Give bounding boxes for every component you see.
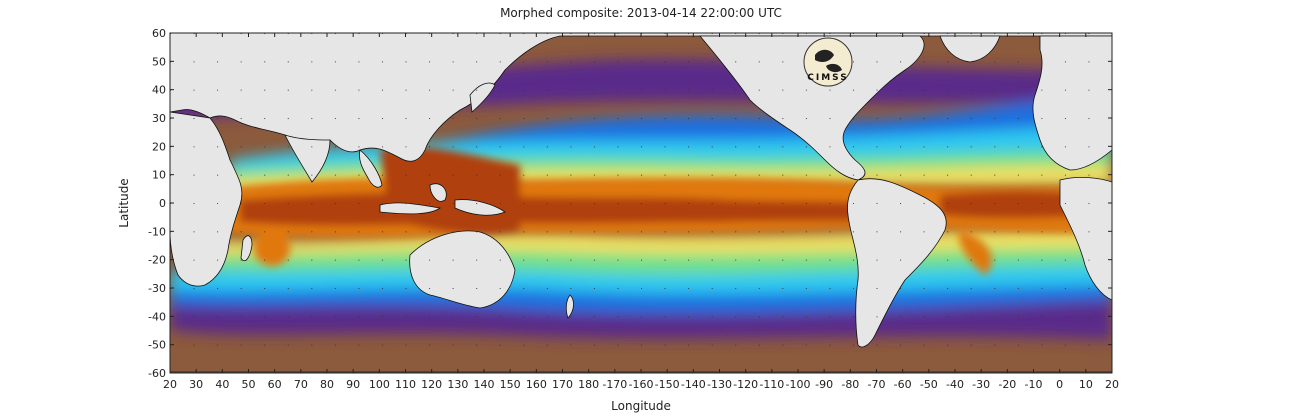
x-tick-label: 20 [163, 378, 177, 391]
x-tick-label: -50 [920, 378, 938, 391]
water-vapor-field [170, 33, 1112, 373]
x-tick-label: 20 [1105, 378, 1119, 391]
x-tick-label: 170 [552, 378, 573, 391]
y-tick-label: 40 [152, 84, 166, 97]
x-tick-label: -20 [998, 378, 1016, 391]
y-tick-label: -30 [148, 282, 166, 295]
x-tick-label: -160 [629, 378, 654, 391]
x-tick-label: -90 [815, 378, 833, 391]
x-tick-label: 30 [189, 378, 203, 391]
logo-text: CIMSS [807, 73, 848, 83]
x-tick-label: -80 [841, 378, 859, 391]
x-tick-label: 90 [346, 378, 360, 391]
y-tick-label: 30 [152, 112, 166, 125]
x-tick-label: -110 [759, 378, 784, 391]
x-tick-label: -70 [868, 378, 886, 391]
x-tick-label: -60 [894, 378, 912, 391]
x-tick-label: -10 [1025, 378, 1043, 391]
x-tick-label: -130 [707, 378, 732, 391]
x-axis-ticks: 20 30 40 50 60 70 80 90 100 110 120 130 140 150 160 170… [163, 33, 1119, 391]
x-tick-label: 10 [1079, 378, 1093, 391]
x-tick-label: 150 [500, 378, 521, 391]
y-axis-ticks: 60 50 40 30 20 10 0 -10 -20 -30 -40 -50 -60 [148, 27, 1112, 380]
x-tick-label: 160 [526, 378, 547, 391]
x-tick-label: -170 [602, 378, 627, 391]
y-tick-label: 50 [152, 55, 166, 68]
x-tick-label: 100 [369, 378, 390, 391]
map-title: Morphed composite: 2013-04-14 22:00:00 U… [500, 6, 782, 20]
x-axis-label: Longitude [611, 399, 671, 413]
x-tick-label: -100 [786, 378, 811, 391]
y-tick-label: -50 [148, 339, 166, 352]
y-tick-label: 0 [159, 197, 166, 210]
x-tick-label: 60 [268, 378, 282, 391]
x-tick-label: -150 [655, 378, 680, 391]
x-tick-label: 80 [320, 378, 334, 391]
x-tick-label: 50 [242, 378, 256, 391]
x-tick-label: -120 [733, 378, 758, 391]
x-tick-label: 180 [578, 378, 599, 391]
cimss-logo: CIMSS [803, 37, 853, 87]
y-tick-label: -60 [148, 367, 166, 380]
y-tick-label: -10 [148, 225, 166, 238]
x-tick-label: -40 [946, 378, 964, 391]
x-tick-label: 120 [421, 378, 442, 391]
x-tick-label: 110 [395, 378, 416, 391]
x-tick-label: 140 [474, 378, 495, 391]
y-tick-label: -40 [148, 310, 166, 323]
y-tick-label: -20 [148, 254, 166, 267]
x-tick-label: -30 [972, 378, 990, 391]
y-tick-label: 20 [152, 140, 166, 153]
y-tick-label: 60 [152, 27, 166, 40]
x-tick-label: 130 [447, 378, 468, 391]
x-tick-label: -140 [681, 378, 706, 391]
x-tick-label: 0 [1056, 378, 1063, 391]
y-tick-label: 10 [152, 169, 166, 182]
x-tick-label: 70 [294, 378, 308, 391]
x-tick-label: 40 [215, 378, 229, 391]
